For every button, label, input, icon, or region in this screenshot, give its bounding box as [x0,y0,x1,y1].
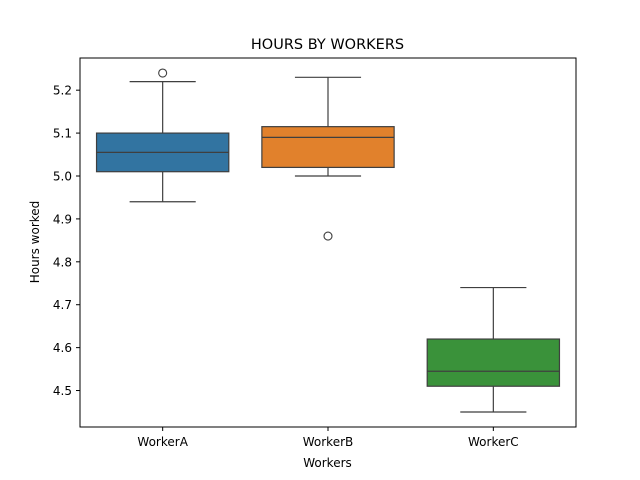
y-axis-label: Hours worked [28,201,42,284]
box-workerc [426,286,561,413]
iqr-box [426,338,561,387]
outlier-point [158,68,168,78]
x-tick-label: WorkerA [137,435,188,449]
y-tick-label: 5.2 [53,84,72,98]
plot-area [95,68,561,413]
iqr-box [261,126,395,169]
y-tick-label: 5.0 [53,169,72,183]
box-workera [95,68,230,203]
y-tick-label: 4.8 [53,255,72,269]
box-workerb [261,76,395,241]
y-tick-label: 4.5 [53,384,72,398]
y-tick-label: 4.9 [53,212,72,226]
axes: 4.5 4.6 4.7 4.8 4.9 5.0 5.1 5.2 WorkerA WorkerB Wo… [53,57,577,449]
chart-title: HOURS BY WORKERS [251,37,404,53]
y-tick-label: 4.6 [53,341,72,355]
x-tick-label: WorkerB [303,435,354,449]
outlier-point [323,231,333,241]
x-axis-label: Workers [303,456,352,470]
y-tick-label: 5.1 [53,127,72,141]
x-tick-label: WorkerC [468,435,519,449]
y-tick-label: 4.7 [53,298,72,312]
